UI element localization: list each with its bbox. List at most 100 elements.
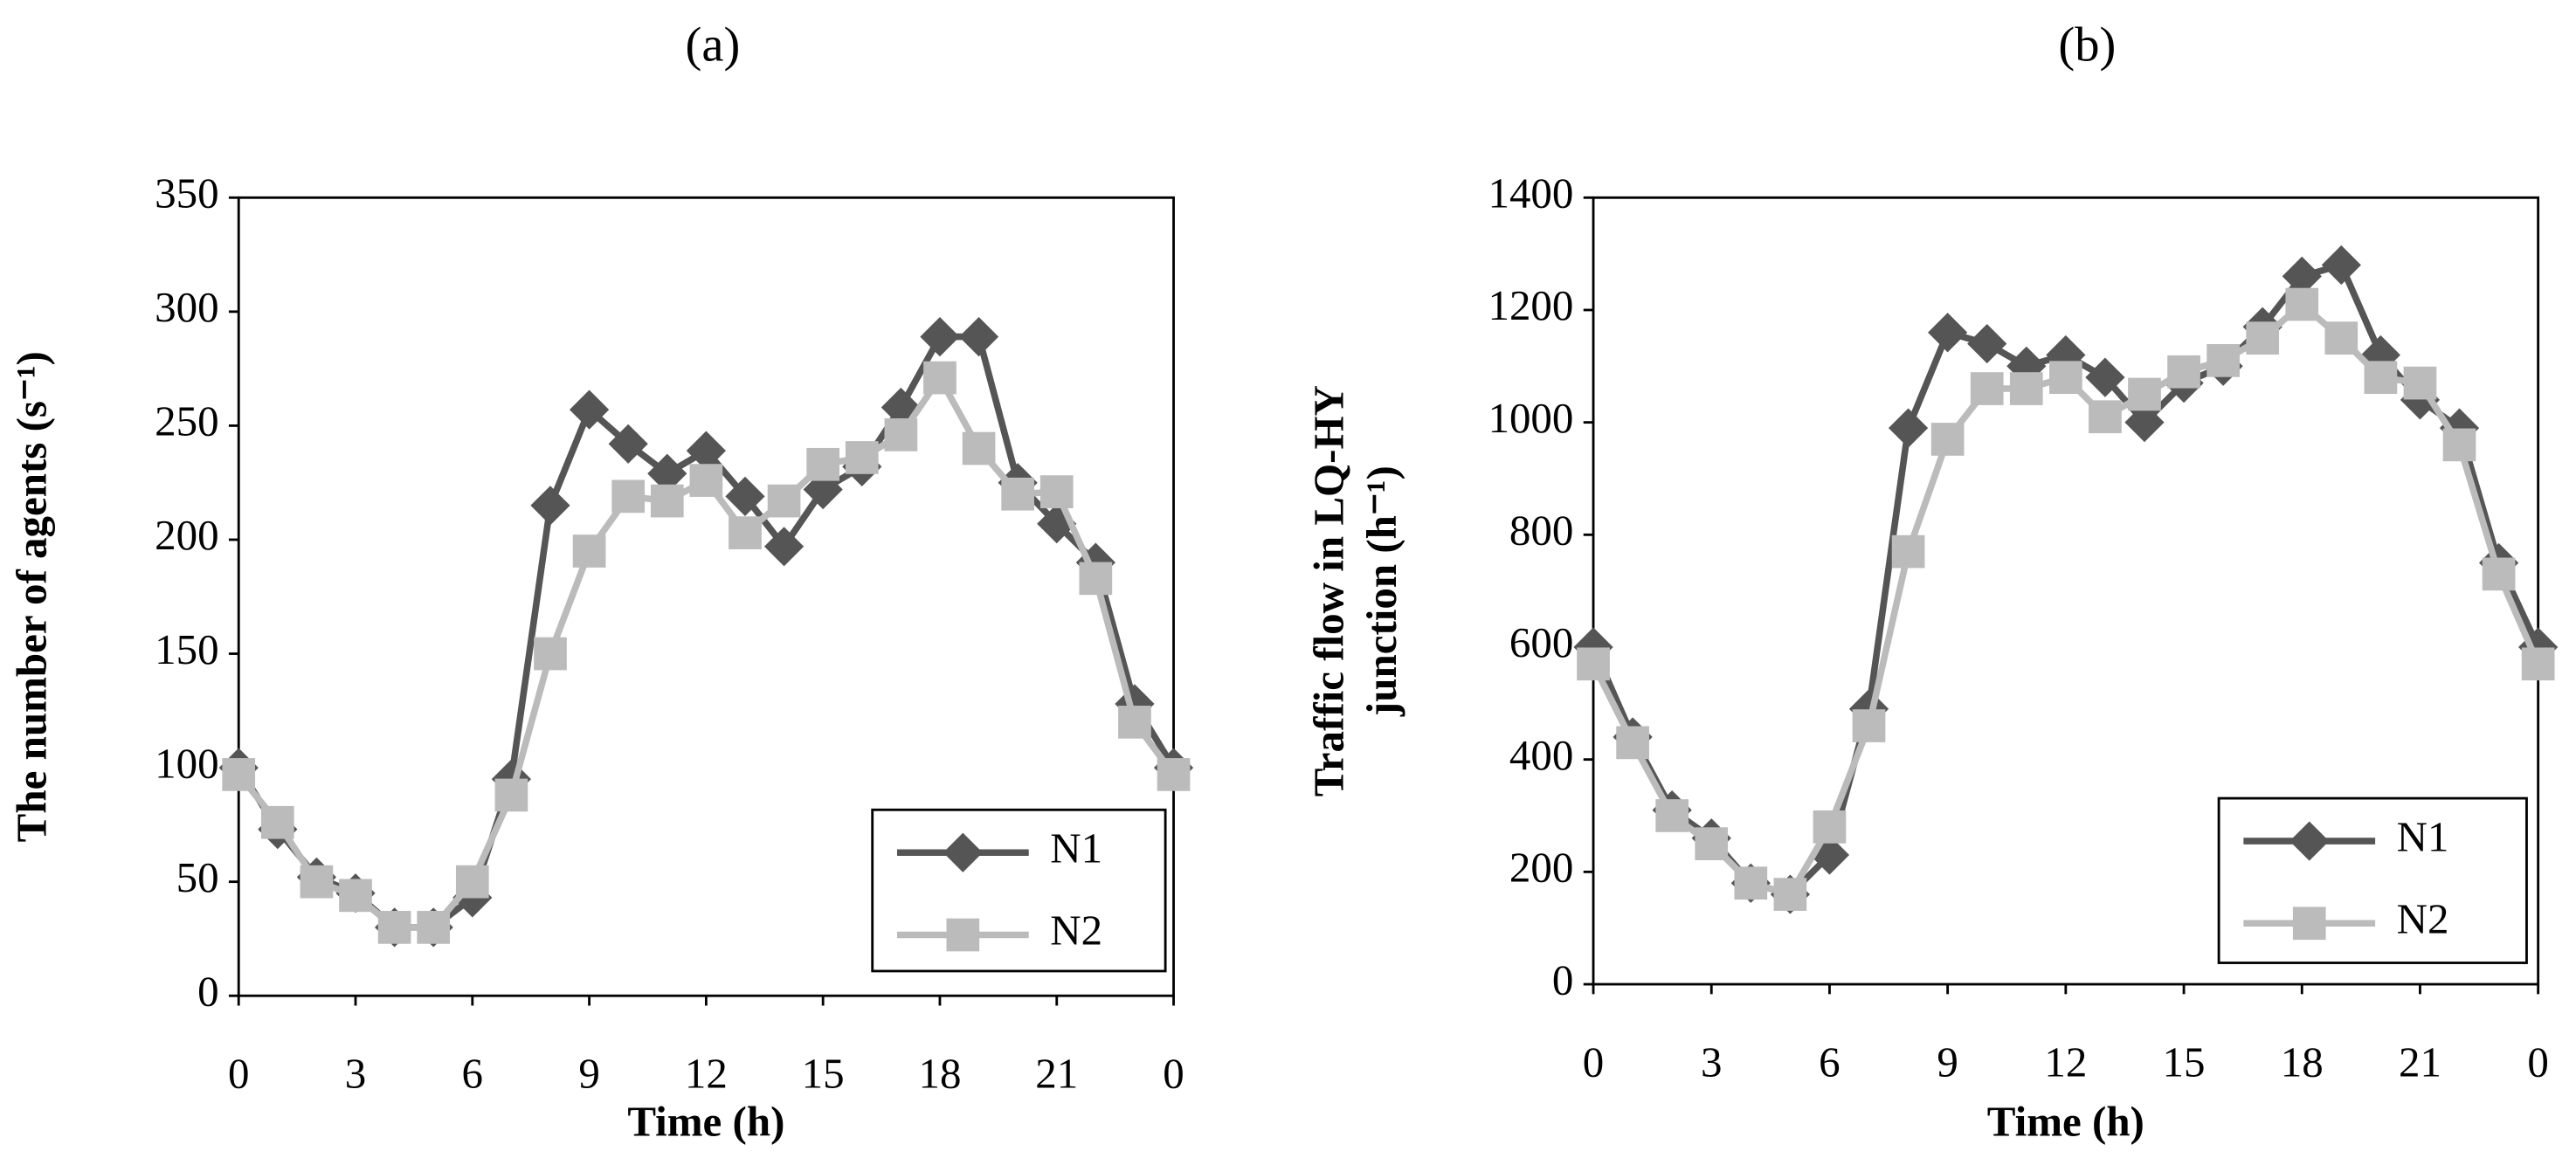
legend-marker — [946, 918, 980, 952]
square-marker — [1157, 758, 1191, 791]
square-marker — [2207, 344, 2240, 377]
legend-box — [871, 808, 1167, 973]
legend-label: N2 — [1050, 907, 1102, 955]
diamond-marker — [1967, 323, 2007, 364]
y-tick-label: 800 — [1509, 507, 1573, 555]
square-marker — [300, 865, 334, 899]
legend-label: N1 — [2397, 812, 2449, 860]
diamond-marker — [920, 316, 960, 357]
square-marker — [455, 865, 489, 899]
x-tick-label: 21 — [2399, 1038, 2441, 1086]
y-tick-label: 100 — [155, 739, 218, 787]
legend-label: N1 — [1050, 824, 1102, 872]
y-tick-label: 400 — [1509, 731, 1573, 779]
x-tick-label: 9 — [1937, 1038, 1958, 1086]
diamond-marker — [763, 527, 805, 567]
legend-label: N2 — [2397, 895, 2449, 943]
x-axis-label: Time (h) — [1987, 1097, 2144, 1145]
square-marker — [767, 484, 801, 518]
square-marker — [1734, 866, 1768, 900]
x-tick-label: 12 — [685, 1050, 728, 1098]
square-marker — [2089, 400, 2122, 434]
y-tick-label: 200 — [1509, 844, 1573, 892]
diamond-marker — [647, 453, 687, 493]
diamond-marker — [2321, 245, 2361, 286]
y-tick-label: 1400 — [1488, 169, 1573, 217]
y-tick-label: 600 — [1509, 618, 1573, 666]
square-marker — [806, 447, 840, 481]
diamond-marker — [608, 424, 648, 464]
x-axis-label: Time (h) — [627, 1097, 784, 1145]
square-marker — [2442, 428, 2476, 462]
diamond-marker — [686, 431, 726, 471]
square-marker — [2482, 557, 2516, 591]
square-marker — [1118, 706, 1151, 739]
square-marker — [1577, 647, 1610, 681]
y-axis-label: Traffic flow in LQ-HY — [1305, 385, 1353, 796]
x-tick-label: 18 — [918, 1050, 961, 1098]
legend-marker — [943, 832, 983, 872]
y-axis-label: The number of agents (s⁻¹) — [8, 351, 56, 842]
square-marker — [1891, 534, 1925, 569]
square-marker — [1616, 726, 1649, 760]
square-marker — [1970, 372, 2004, 405]
square-marker — [1930, 423, 1965, 456]
x-tick-label: 6 — [462, 1050, 484, 1098]
y-tick-label: 250 — [155, 397, 218, 445]
y-tick-label: 150 — [155, 625, 218, 673]
square-marker — [222, 758, 256, 791]
chart-title: (a) — [686, 18, 741, 72]
diamond-marker — [958, 316, 999, 357]
x-tick-label: 18 — [2281, 1038, 2324, 1086]
y-tick-label: 1000 — [1488, 394, 1573, 442]
square-marker — [962, 431, 996, 465]
x-tick-label: 3 — [345, 1050, 367, 1098]
diamond-marker — [1928, 313, 1968, 353]
y-tick-label: 300 — [155, 283, 218, 331]
square-marker — [572, 534, 606, 568]
chart-title: (b) — [2058, 18, 2116, 72]
diamond-marker — [1888, 408, 1929, 448]
square-marker — [729, 516, 762, 549]
x-tick-label: 3 — [1701, 1038, 1722, 1086]
square-marker — [2403, 366, 2437, 400]
legend-box — [2217, 796, 2528, 964]
diamond-marker — [530, 486, 570, 526]
square-marker — [377, 911, 411, 944]
diamond-marker — [2085, 357, 2125, 397]
square-marker — [884, 418, 918, 452]
square-marker — [260, 805, 294, 839]
square-marker — [2049, 361, 2082, 395]
y-axis-label: junction (h⁻¹) — [1357, 465, 1405, 717]
square-marker — [650, 484, 684, 518]
square-marker — [2009, 372, 2043, 405]
y-tick-label: 50 — [176, 853, 219, 901]
y-tick-label: 0 — [1552, 955, 1574, 1003]
y-tick-label: 200 — [155, 511, 218, 559]
square-marker — [2167, 355, 2200, 389]
square-marker — [1001, 477, 1034, 511]
square-marker — [1039, 475, 1074, 508]
square-marker — [1079, 562, 1113, 596]
square-marker — [923, 361, 957, 395]
y-tick-label: 0 — [197, 967, 219, 1015]
x-tick-label: 0 — [1583, 1038, 1605, 1086]
square-marker — [417, 911, 451, 944]
x-tick-label: 21 — [1035, 1050, 1078, 1098]
x-tick-label: 9 — [578, 1050, 600, 1098]
legend-marker — [2289, 821, 2330, 861]
square-marker — [611, 479, 646, 514]
x-tick-label: 12 — [2044, 1038, 2087, 1086]
square-marker — [2324, 321, 2358, 355]
x-tick-label: 15 — [802, 1050, 845, 1098]
square-marker — [2285, 287, 2319, 321]
square-marker — [1773, 878, 1807, 911]
y-tick-label: 350 — [155, 169, 218, 217]
x-tick-label: 6 — [1819, 1038, 1840, 1086]
square-marker — [2521, 647, 2555, 681]
square-marker — [494, 778, 528, 812]
x-tick-label: 15 — [2163, 1038, 2206, 1086]
x-tick-label: 0 — [228, 1050, 250, 1098]
square-marker — [2128, 377, 2161, 411]
